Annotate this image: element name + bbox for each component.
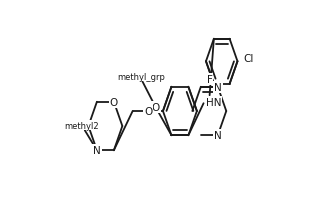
Text: O: O [144, 106, 152, 116]
Text: N: N [214, 131, 222, 141]
Text: O: O [110, 97, 118, 107]
Text: Cl: Cl [244, 54, 254, 64]
Text: methyl2: methyl2 [64, 121, 99, 130]
Text: N: N [214, 82, 222, 92]
Text: HN: HN [206, 98, 221, 108]
Text: F: F [207, 74, 213, 84]
Text: methyl_grp: methyl_grp [117, 72, 165, 81]
Text: O: O [151, 103, 160, 113]
Text: N: N [93, 145, 101, 156]
